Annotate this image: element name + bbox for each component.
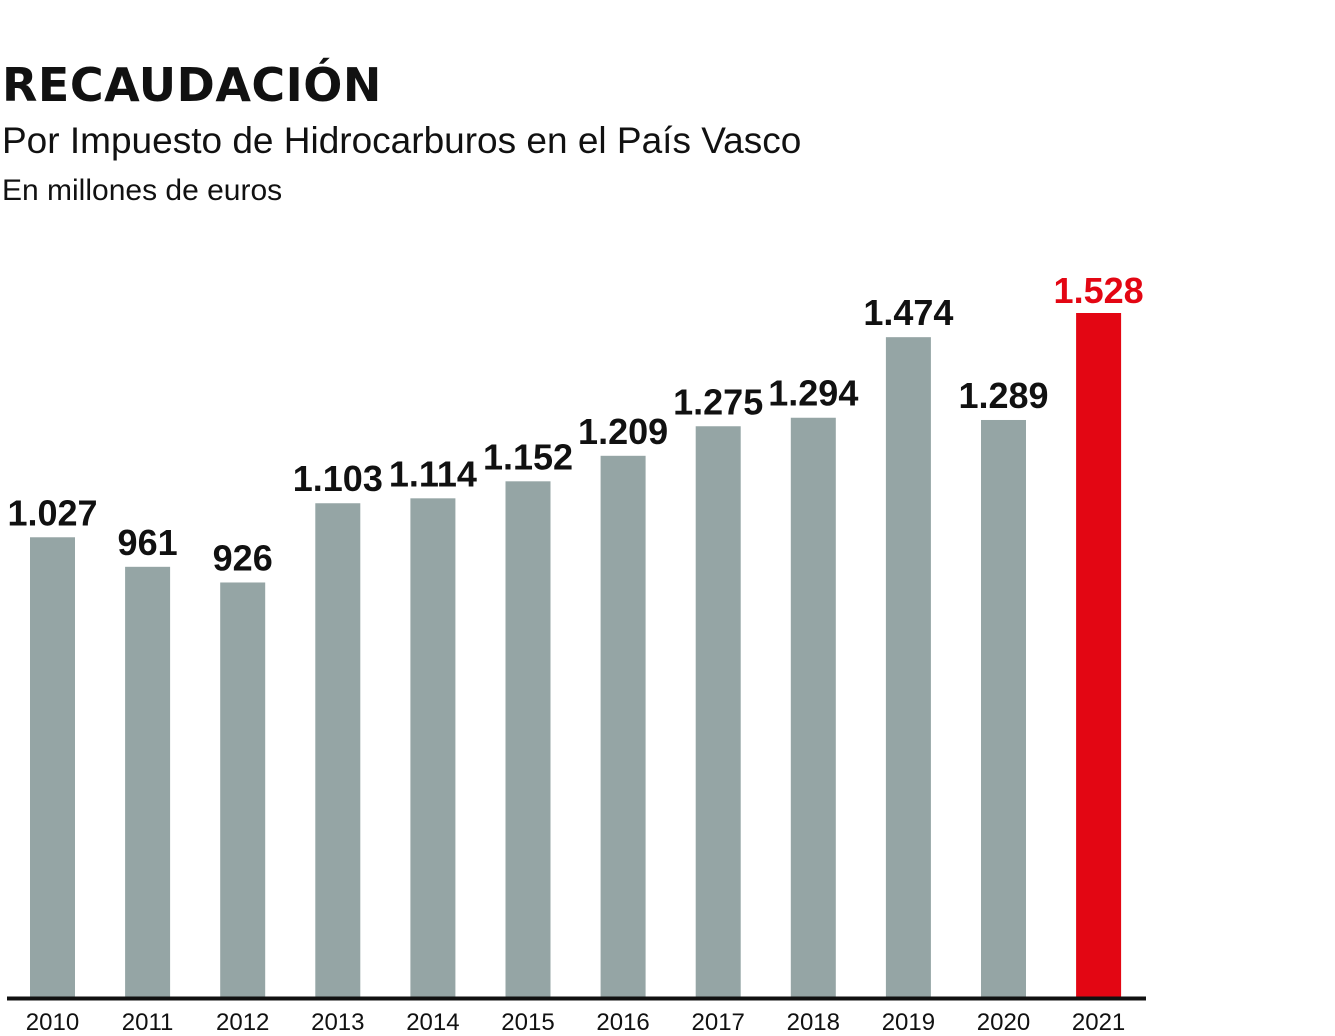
bar-2014 (410, 498, 456, 997)
value-label-2010: 1.027 (7, 492, 97, 533)
value-label-2015: 1.152 (483, 436, 573, 477)
value-label-2017: 1.275 (673, 381, 763, 422)
x-tick-label-2021: 2021 (1072, 1009, 1125, 1036)
value-label-2018: 1.294 (768, 373, 858, 414)
x-tick-label-2012: 2012 (216, 1009, 269, 1036)
value-label-2021: 1.528 (1054, 270, 1144, 311)
value-label-2019: 1.474 (863, 292, 953, 333)
bar-2010 (30, 537, 75, 997)
value-label-2011: 961 (118, 522, 178, 563)
bar-2021 (1076, 313, 1122, 997)
chart-unit: En millones de euros (2, 174, 283, 207)
x-tick-label-2016: 2016 (596, 1009, 649, 1036)
bar-2018 (790, 417, 836, 998)
bar-2020 (981, 419, 1026, 997)
chart-title: RECAUDACIÓN (2, 58, 382, 112)
bar-2013 (315, 503, 361, 997)
x-tick-label-2014: 2014 (406, 1009, 459, 1036)
x-tick-label-2019: 2019 (882, 1009, 935, 1036)
x-tick-label-2017: 2017 (692, 1009, 745, 1036)
bar-2019 (885, 337, 931, 998)
bar-2011 (125, 566, 171, 997)
value-label-2012: 926 (213, 537, 273, 578)
value-label-2020: 1.289 (958, 375, 1048, 416)
bar-2017 (695, 426, 741, 998)
bar-2012 (220, 582, 266, 997)
value-label-2016: 1.209 (578, 411, 668, 452)
x-tick-label-2010: 2010 (26, 1009, 79, 1036)
x-tick-label-2011: 2011 (122, 1009, 174, 1036)
x-tick-label-2018: 2018 (787, 1009, 840, 1036)
bar-2016 (600, 455, 646, 997)
x-tick-label-2013: 2013 (311, 1009, 364, 1036)
chart-subtitle: Por Impuesto de Hidrocarburos en el País… (2, 120, 802, 161)
bar-2015 (505, 481, 551, 997)
value-label-2013: 1.103 (293, 458, 383, 499)
x-tick-label-2015: 2015 (501, 1009, 554, 1036)
x-tick-label-2020: 2020 (977, 1009, 1030, 1036)
value-label-2014: 1.114 (389, 453, 477, 494)
